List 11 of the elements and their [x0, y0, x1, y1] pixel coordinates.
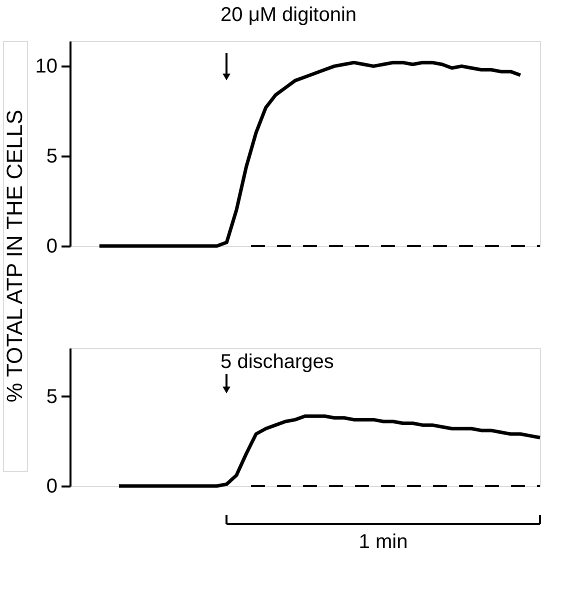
x-axis-title: 1 min — [358, 531, 408, 553]
y-tick-label: 0 — [46, 236, 58, 258]
y-tick-label: 0 — [46, 476, 58, 498]
y-tick-label: 5 — [46, 146, 58, 168]
text: 20 μM digitonin — [220, 4, 357, 26]
y-axis-title: % TOTAL ATP IN THE CELLS — [2, 110, 27, 402]
y-tick-label: 10 — [35, 56, 58, 78]
line-series — [117, 414, 542, 488]
annotation: 5 discharges — [220, 351, 334, 373]
y-tick-label: 5 — [46, 386, 58, 408]
line-series — [98, 60, 522, 248]
